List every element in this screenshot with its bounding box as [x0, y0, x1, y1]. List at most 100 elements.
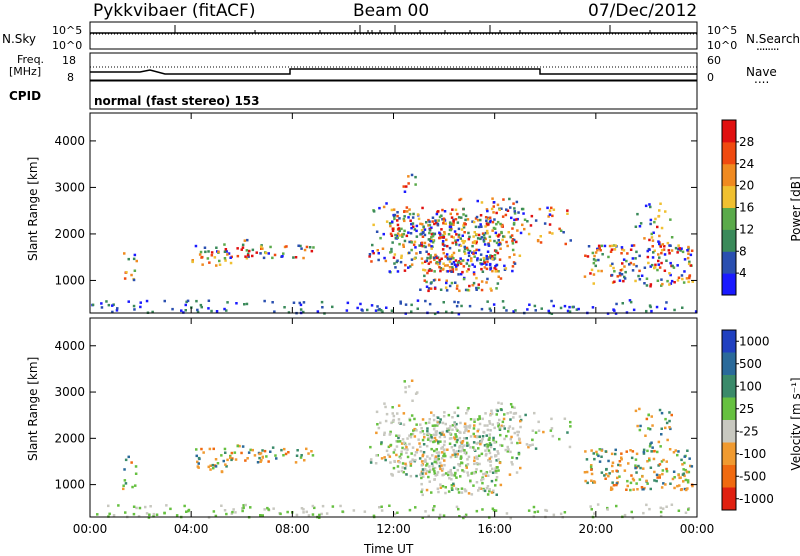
velocity-cell: [441, 445, 444, 449]
cpid-value: normal (fast stereo) 153: [94, 94, 260, 108]
velocity-cell: [413, 427, 416, 431]
power-cell: [422, 244, 426, 248]
velocity-cell: [467, 425, 470, 428]
power-cell: [430, 236, 433, 239]
velocity-cell: [441, 467, 445, 471]
power-cell: [359, 302, 362, 306]
power-cell: [223, 257, 227, 260]
velocity-cell: [499, 433, 502, 437]
power-cell: [171, 307, 174, 311]
velocity-cell: [433, 472, 437, 475]
velocity-cell: [388, 455, 392, 458]
velocity-cell: [253, 454, 257, 457]
velocity-cell: [396, 511, 399, 514]
velocity-cell: [509, 450, 512, 454]
velocity-cell: [648, 427, 652, 431]
power-cell: [603, 244, 607, 248]
power-cell: [434, 219, 437, 222]
velocity-cell: [531, 429, 535, 432]
velocity-cell: [428, 480, 431, 483]
power-cell: [648, 238, 651, 242]
power-cell: [679, 249, 682, 252]
velocity-cell: [509, 418, 512, 421]
power-cell: [302, 256, 305, 260]
velocity-cell: [486, 428, 490, 432]
power-cell: [461, 239, 464, 243]
velocity-cell: [231, 457, 234, 460]
power-cell: [441, 248, 445, 251]
power-cell: [406, 210, 409, 213]
power-cell: [195, 299, 198, 303]
velocity-cell: [241, 445, 245, 448]
velocity-cell: [600, 455, 603, 458]
velocity-cell: [673, 476, 676, 479]
velocity-cell: [464, 429, 467, 432]
freq-tick-top: 18: [62, 54, 76, 67]
velocity-cell: [650, 415, 653, 418]
power-cell: [498, 233, 501, 237]
velocity-cell: [259, 514, 262, 517]
velocity-cell: [659, 510, 663, 514]
power-cell: [687, 280, 690, 284]
power-cell: [462, 277, 466, 281]
power-cell: [671, 264, 674, 268]
power-colorbar: [721, 119, 739, 296]
velocity-cell: [589, 505, 592, 508]
power-cell: [427, 218, 430, 222]
velocity-cell: [444, 454, 447, 458]
power-cell: [377, 252, 380, 255]
velocity-cell: [515, 471, 519, 474]
velocity-cell: [212, 447, 215, 451]
velocity-cell: [443, 448, 446, 451]
velocity-cell: [415, 474, 418, 478]
velocity-cell: [590, 508, 593, 511]
velocity-cell: [467, 455, 471, 459]
power-cell: [621, 248, 624, 251]
velocity-cell: [490, 479, 494, 483]
velocity-cell: [493, 441, 496, 444]
velocity-cell: [395, 453, 398, 457]
power-cell: [390, 234, 394, 237]
velocity-cell: [444, 472, 448, 475]
power-cell: [592, 258, 596, 261]
time-tick-label: 08:00: [275, 522, 310, 536]
velocity-cell: [413, 417, 416, 421]
velocity-cell: [311, 504, 315, 508]
power-cell: [493, 257, 497, 260]
power-cell: [402, 245, 405, 248]
power-cell: [485, 254, 488, 258]
power-cell: [436, 263, 440, 266]
velocity-cell: [226, 458, 229, 462]
velocity-cell: [216, 462, 220, 465]
power-cell: [650, 309, 653, 313]
power-cell: [620, 273, 624, 276]
power-cell: [425, 259, 429, 262]
power-cell: [376, 305, 379, 308]
velocity-cell: [461, 440, 465, 443]
velocity-cell: [494, 467, 497, 470]
velocity-cell: [463, 451, 467, 454]
power-cell: [438, 278, 441, 282]
power-cell: [490, 289, 493, 292]
velocity-cell: [428, 470, 431, 474]
velocity-cell: [447, 473, 450, 477]
velocity-colorbar-tick-label: 500: [739, 357, 762, 371]
velocity-cell: [240, 451, 243, 455]
power-cell: [454, 259, 458, 262]
power-cell: [677, 276, 681, 279]
velocity-cell: [459, 457, 462, 460]
power-cell: [422, 225, 425, 228]
velocity-cell: [457, 491, 461, 494]
power-cell: [428, 268, 432, 271]
velocity-colorbar-label: Velocity [m s⁻¹]: [789, 377, 800, 471]
velocity-cell: [404, 464, 408, 467]
velocity-cell: [202, 451, 205, 454]
velocity-cell: [428, 457, 432, 460]
time-tick-label: 20:00: [579, 522, 614, 536]
velocity-cell: [295, 454, 299, 457]
power-cell: [577, 307, 580, 311]
power-cell: [215, 246, 218, 249]
velocity-cell: [533, 411, 536, 415]
power-cell: [398, 242, 401, 246]
velocity-cell: [511, 405, 514, 409]
